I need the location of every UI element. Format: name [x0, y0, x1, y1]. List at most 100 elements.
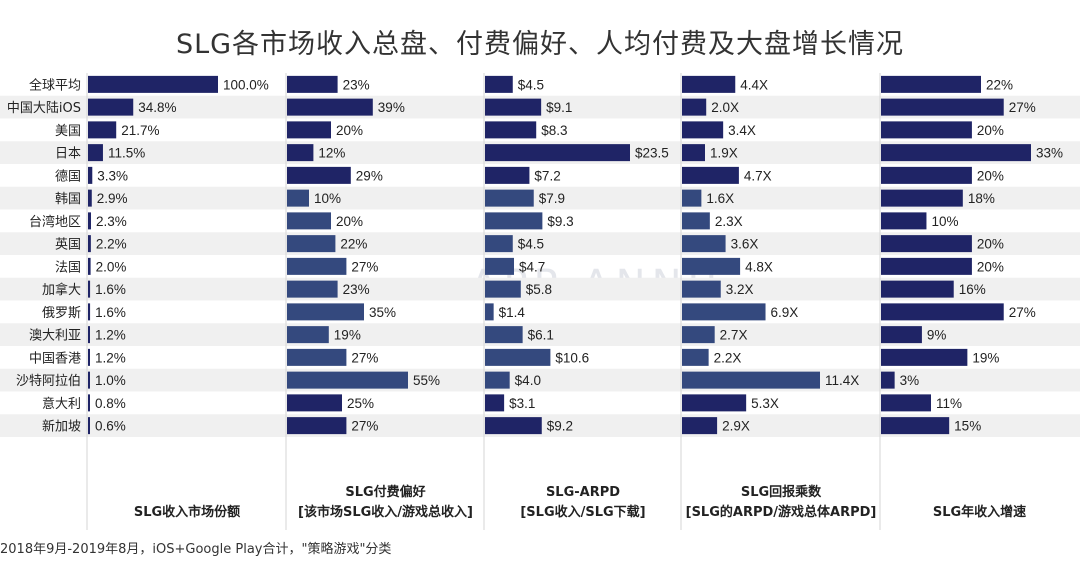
- bar: [88, 280, 91, 298]
- bar: [287, 144, 314, 162]
- data-label: 20%: [977, 237, 1004, 252]
- data-label: 20%: [977, 123, 1004, 138]
- bar: [485, 303, 494, 321]
- bar: [485, 326, 523, 344]
- data-label: 16%: [959, 282, 986, 297]
- data-label: 3.3%: [97, 168, 128, 183]
- category-label: 美国: [55, 124, 81, 139]
- column-subheader: [SLG的ARPD/游戏总体ARPD]: [686, 504, 877, 520]
- data-label: 22%: [340, 237, 367, 252]
- bar: [485, 371, 510, 389]
- bar: [287, 98, 373, 116]
- bar: [682, 371, 820, 389]
- data-label: 2.2X: [714, 350, 742, 365]
- bar: [88, 212, 91, 230]
- column-header: SLG回报乘数: [741, 484, 822, 500]
- bar: [485, 166, 530, 184]
- column-subheader: [该市场SLG收入/游戏总收入]: [298, 504, 473, 520]
- bar: [287, 417, 347, 435]
- data-label: 3.2X: [726, 282, 754, 297]
- data-label: 2.7X: [720, 328, 748, 343]
- bar: [88, 394, 90, 412]
- chart-title: SLG各市场收入总盘、付费偏好、人均付费及大盘增长情况: [175, 29, 905, 60]
- bar: [881, 235, 972, 253]
- category-label: 中国香港: [29, 351, 81, 366]
- data-label: 0.8%: [95, 396, 126, 411]
- data-label: 55%: [413, 373, 440, 388]
- data-label: 4.4X: [740, 77, 768, 92]
- data-label: 1.6%: [95, 282, 126, 297]
- bar: [88, 348, 90, 366]
- row-band: [0, 323, 1080, 346]
- bar: [287, 235, 336, 253]
- bar: [881, 166, 972, 184]
- category-label: 日本: [55, 147, 81, 162]
- data-label: 2.9X: [722, 419, 750, 434]
- data-label: 25%: [347, 396, 374, 411]
- bar: [485, 348, 551, 366]
- bar: [881, 394, 931, 412]
- bar: [485, 280, 521, 298]
- data-label: $9.1: [546, 100, 572, 115]
- data-label: 12%: [318, 146, 345, 161]
- data-label: $8.3: [541, 123, 567, 138]
- bar: [287, 121, 331, 139]
- data-label: 20%: [977, 259, 1004, 274]
- data-label: 1.6%: [95, 305, 126, 320]
- data-label: 27%: [351, 350, 378, 365]
- bar: [287, 303, 364, 321]
- data-label: 19%: [334, 328, 361, 343]
- data-label: 3.6X: [731, 237, 759, 252]
- data-label: 10%: [931, 214, 958, 229]
- data-label: 3%: [900, 373, 920, 388]
- bar: [88, 144, 103, 162]
- data-label: 23%: [343, 282, 370, 297]
- data-label: 5.3X: [751, 396, 779, 411]
- category-label: 意大利: [42, 396, 81, 412]
- bar: [682, 257, 741, 275]
- category-label: 加拿大: [42, 282, 81, 298]
- data-label: 2.9%: [97, 191, 128, 206]
- data-label: 1.2%: [95, 350, 126, 365]
- bar: [485, 394, 505, 412]
- category-label: 俄罗斯: [42, 306, 81, 321]
- data-label: 1.6X: [706, 191, 734, 206]
- bar: [287, 348, 347, 366]
- bar: [287, 257, 347, 275]
- bar: [287, 166, 351, 184]
- bar: [485, 75, 513, 93]
- bar: [682, 75, 736, 93]
- data-label: $4.5: [518, 237, 544, 252]
- category-label: 沙特阿拉伯: [16, 374, 81, 389]
- category-label: 韩国: [55, 192, 81, 207]
- bar: [881, 303, 1004, 321]
- data-label: $10.6: [555, 350, 589, 365]
- category-label: 法国: [55, 260, 81, 275]
- column-header: SLG付费偏好: [345, 484, 425, 500]
- data-label: 18%: [968, 191, 995, 206]
- bar: [287, 371, 408, 389]
- data-label: 27%: [351, 259, 378, 274]
- category-label: 台湾地区: [29, 214, 81, 230]
- data-label: $3.1: [509, 396, 535, 411]
- bar: [682, 303, 766, 321]
- column-header: SLG收入市场份额: [134, 504, 240, 520]
- bar: [88, 189, 92, 207]
- data-label: 23%: [343, 77, 370, 92]
- column-header: SLG-ARPD: [546, 485, 620, 500]
- data-label: $4.7: [519, 259, 545, 274]
- bar: [485, 212, 543, 230]
- column-subheader: [SLG收入/SLG下载]: [520, 504, 645, 520]
- category-label: 德国: [55, 169, 81, 184]
- data-label: 6.9X: [771, 305, 799, 320]
- bar: [88, 75, 218, 93]
- data-label: 20%: [336, 214, 363, 229]
- data-label: $5.8: [526, 282, 552, 297]
- data-label: 29%: [356, 168, 383, 183]
- category-label: 全球平均: [29, 77, 81, 93]
- bar: [682, 348, 709, 366]
- bar: [682, 280, 721, 298]
- data-label: 27%: [1009, 305, 1036, 320]
- bar: [881, 257, 972, 275]
